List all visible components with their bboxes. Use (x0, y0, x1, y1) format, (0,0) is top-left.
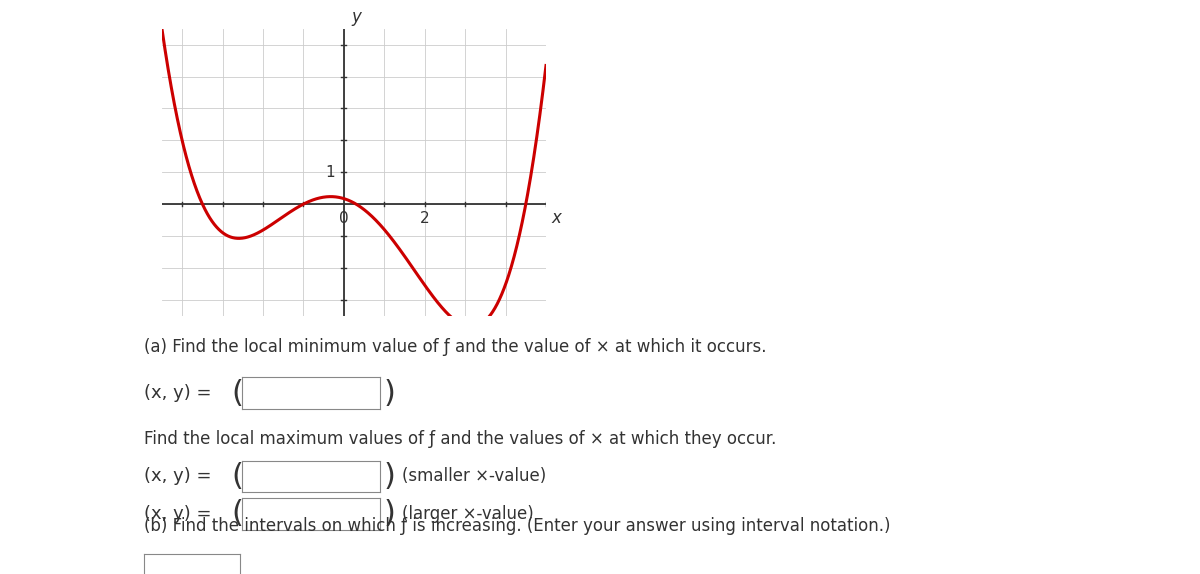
Text: (: ( (232, 379, 244, 408)
Text: ): ) (384, 379, 396, 408)
Text: ): ) (384, 499, 396, 528)
Text: (smaller ×-value): (smaller ×-value) (402, 467, 546, 486)
Text: 2: 2 (420, 211, 430, 226)
Text: (x, y) =: (x, y) = (144, 384, 211, 402)
Text: x: x (551, 209, 562, 227)
Text: (a) Find the local minimum value of ƒ and the value of × at which it occurs.: (a) Find the local minimum value of ƒ an… (144, 338, 767, 356)
Text: (: ( (232, 462, 244, 491)
Text: (x, y) =: (x, y) = (144, 467, 211, 486)
Text: (b) Find the intervals on which ƒ is increasing. (Enter your answer using interv: (b) Find the intervals on which ƒ is inc… (144, 517, 890, 536)
Text: (larger ×-value): (larger ×-value) (402, 505, 534, 523)
Text: 0: 0 (340, 211, 349, 226)
Text: (x, y) =: (x, y) = (144, 505, 211, 523)
Text: (: ( (232, 499, 244, 528)
Text: 1: 1 (325, 165, 335, 180)
Text: ): ) (384, 462, 396, 491)
Text: y: y (352, 7, 361, 25)
Text: Find the local maximum values of ƒ and the values of × at which they occur.: Find the local maximum values of ƒ and t… (144, 430, 776, 448)
